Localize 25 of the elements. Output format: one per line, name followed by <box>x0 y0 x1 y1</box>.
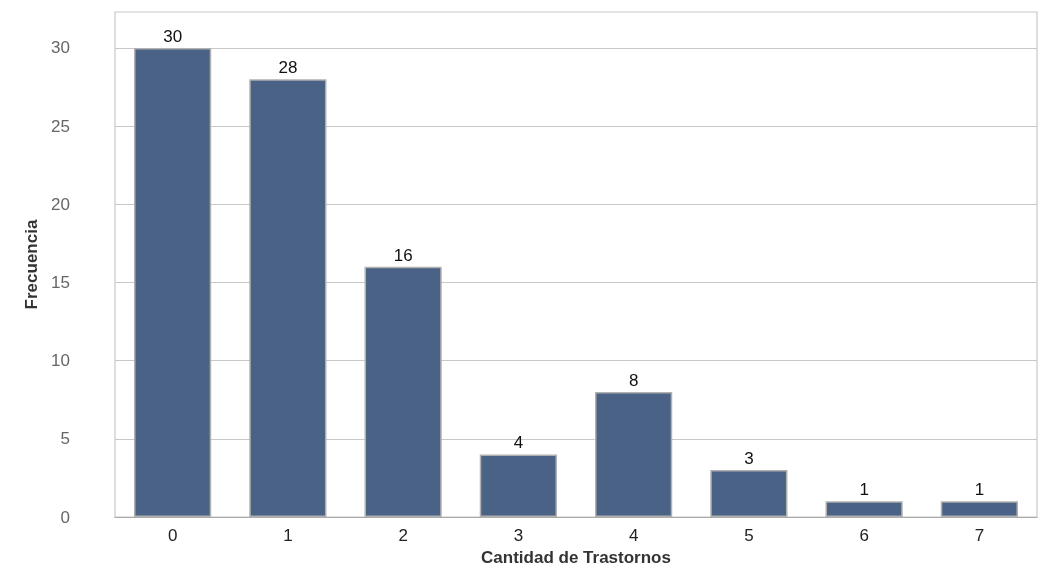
y-tick-label: 20 <box>51 194 70 214</box>
data-label: 16 <box>393 245 413 265</box>
y-tick-label: 15 <box>51 272 70 292</box>
data-label: 3 <box>744 449 754 469</box>
x-axis-title: Cantidad de Trastornos <box>481 548 671 567</box>
x-tick-label: 1 <box>283 526 293 545</box>
x-tick-label: 3 <box>513 526 524 545</box>
data-label: 1 <box>974 480 985 500</box>
y-tick-label: 30 <box>51 38 70 58</box>
data-label: 30 <box>163 26 183 46</box>
data-label: 28 <box>278 58 298 78</box>
y-axis-title: Frecuencia <box>22 219 42 310</box>
x-tick-label: 6 <box>859 526 869 545</box>
y-tick-label: 5 <box>60 429 70 449</box>
y-tick-label: 10 <box>51 351 70 371</box>
x-tick-label: 2 <box>398 526 408 545</box>
data-label: 8 <box>628 370 639 390</box>
y-tick-label: 25 <box>51 116 70 136</box>
x-tick-label: 7 <box>974 526 985 545</box>
x-tick-label: 0 <box>167 526 178 545</box>
x-tick-label: 5 <box>744 526 754 545</box>
y-tick-label: 0 <box>60 507 70 527</box>
x-tick-label: 4 <box>628 526 639 545</box>
data-label: 4 <box>513 433 524 453</box>
data-label: 1 <box>859 480 869 500</box>
